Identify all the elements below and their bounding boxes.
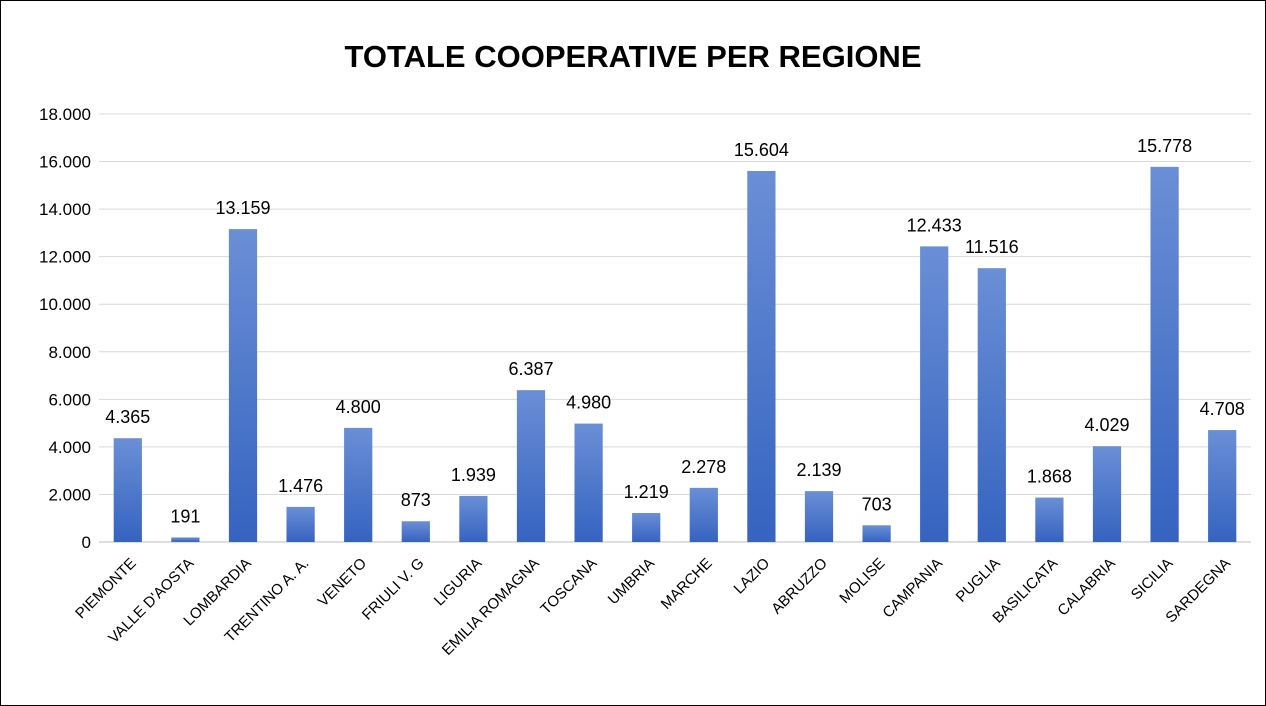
data-label: 15.604 [734, 140, 789, 160]
y-tick-label: 0 [82, 533, 91, 552]
y-tick-label: 12.000 [39, 248, 91, 267]
bar [286, 506, 315, 542]
data-label: 191 [170, 506, 200, 526]
data-label: 1.939 [451, 465, 496, 485]
bar [459, 495, 488, 542]
x-category-label: SICILIA [1128, 555, 1177, 604]
y-tick-label: 4.000 [48, 438, 91, 457]
x-category-label: TOSCANA [537, 555, 600, 618]
bar [804, 491, 834, 542]
data-label: 703 [862, 494, 892, 514]
x-category-label: EMILIA ROMAGNA [439, 555, 543, 659]
y-tick-label: 18.000 [39, 105, 91, 124]
bar [401, 521, 430, 542]
bar [689, 487, 718, 542]
y-tick-label: 16.000 [39, 153, 91, 172]
data-label: 1.219 [624, 482, 669, 502]
data-label: 12.433 [907, 215, 962, 235]
data-label: 873 [401, 490, 431, 510]
x-category-label: LIGURIA [431, 555, 485, 609]
bar [344, 427, 373, 542]
x-category-label: MOLISE [836, 555, 888, 607]
data-labels: 4.365 191 13.159 1.476 4.800 873 1.939 6.387 4.9… [105, 136, 1244, 527]
x-category-label: VENETO [315, 555, 370, 610]
x-category-label: PUGLIA [953, 555, 1004, 606]
data-label: 2.278 [681, 457, 726, 477]
y-tick-label: 2.000 [48, 485, 91, 504]
data-label: 1.868 [1027, 467, 1072, 487]
y-axis-ticks: 0 2.000 4.000 6.000 8.000 10.000 12.000 14.000 1… [39, 105, 91, 552]
bar [977, 268, 1006, 542]
data-label: 11.516 [965, 237, 1019, 257]
chart-title: TOTALE COOPERATIVE PER REGIONE [344, 39, 922, 74]
x-category-label: FRIULI V. G [359, 555, 428, 624]
bar [862, 525, 891, 542]
data-label: 4.708 [1200, 399, 1245, 419]
data-label: 13.159 [215, 198, 270, 218]
x-category-label: LAZIO [731, 555, 774, 598]
y-tick-label: 14.000 [39, 200, 91, 219]
x-category-label: ABRUZZO [768, 555, 831, 618]
gridlines [99, 113, 1251, 543]
bar [516, 390, 546, 542]
data-label: 4.029 [1084, 415, 1129, 435]
bar [574, 423, 603, 542]
x-category-label: UMBRIA [605, 555, 658, 608]
y-tick-label: 6.000 [48, 390, 91, 409]
bar [632, 513, 661, 542]
data-label: 2.139 [796, 460, 841, 480]
y-tick-label: 8.000 [48, 343, 91, 362]
bars [113, 166, 1237, 542]
x-category-label: MARCHE [658, 555, 716, 613]
bar [228, 229, 258, 542]
bar [171, 537, 200, 542]
data-label: 4.800 [336, 397, 381, 417]
data-label: 4.980 [566, 393, 611, 413]
bar [1208, 430, 1237, 542]
x-category-label: CALABRIA [1054, 555, 1118, 619]
y-tick-label: 10.000 [39, 295, 91, 314]
bar [920, 246, 949, 542]
bar [1092, 446, 1122, 542]
data-label: 6.387 [508, 359, 553, 379]
x-category-label: CAMPANIA [879, 555, 946, 622]
bar [1035, 497, 1064, 542]
data-label: 4.365 [105, 407, 150, 427]
data-label: 15.778 [1137, 136, 1192, 156]
bar [113, 438, 142, 542]
bar [1150, 166, 1179, 542]
data-label: 1.476 [278, 476, 323, 496]
bar [747, 170, 776, 542]
